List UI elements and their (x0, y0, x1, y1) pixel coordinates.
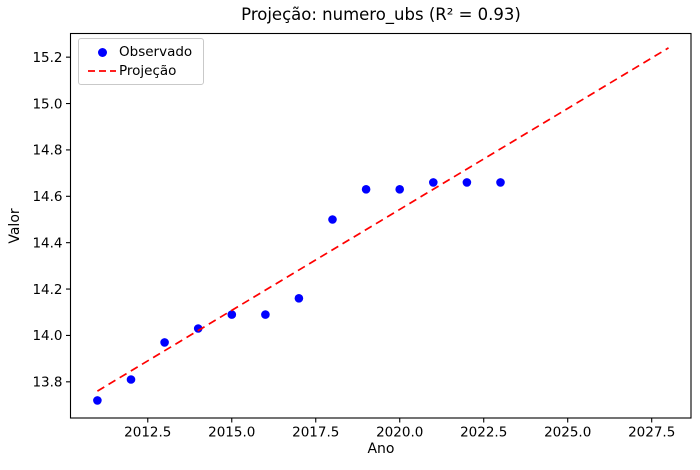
data-point-observado (126, 375, 136, 384)
axes-frame (69, 32, 692, 419)
y-tick-label: 15.0 (32, 96, 62, 112)
legend-label-observado: Observado (119, 44, 193, 61)
data-point-observado (193, 324, 203, 333)
x-tick-label: 2020.0 (376, 425, 423, 441)
y-tick-label: 14.4 (32, 235, 62, 251)
x-tick-label: 2025.0 (544, 425, 591, 441)
y-tick-label: 15.2 (32, 50, 62, 66)
x-tick-label: 2012.5 (124, 425, 171, 441)
x-axis-label: Ano (367, 441, 395, 457)
legend-dash-svg (88, 69, 116, 72)
y-tick-label: 13.8 (32, 375, 62, 391)
trend-line-projeção (96, 47, 669, 392)
data-point-observado (261, 310, 270, 319)
y-tick-label: 14.8 (32, 143, 62, 159)
x-tick-label: 2027.5 (628, 425, 675, 441)
y-tick-label: 14.6 (32, 189, 62, 205)
x-tick-label: 2017.5 (292, 425, 339, 441)
data-point-observado (93, 396, 102, 405)
legend-item-observado: Observado (85, 43, 195, 62)
x-tick-label: 2022.5 (460, 425, 507, 441)
scatter-dot-icon (85, 47, 119, 57)
data-point-observado (328, 215, 337, 224)
data-point-observado (294, 294, 304, 303)
x-tick-label: 2015.0 (208, 425, 255, 441)
data-point-observado (395, 185, 405, 194)
legend-label-projecao: Projeção (119, 62, 177, 79)
data-point-observado (429, 178, 438, 187)
y-tick-label: 14.0 (32, 328, 62, 344)
y-axis-label: Valor (7, 208, 23, 244)
data-point-observado (462, 178, 472, 187)
dashed-line-icon (85, 69, 119, 73)
y-tick-label: 14.2 (32, 282, 62, 298)
data-point-observado (361, 185, 371, 194)
legend: Observado Projeção (78, 38, 204, 85)
data-point-observado (496, 178, 505, 187)
legend-dot-marker (97, 47, 107, 57)
data-point-observado (227, 310, 237, 319)
chart-title: Projeção: numero_ubs (R² = 0.93) (241, 5, 521, 24)
legend-item-projecao: Projeção (85, 62, 195, 81)
data-point-observado (160, 338, 169, 347)
